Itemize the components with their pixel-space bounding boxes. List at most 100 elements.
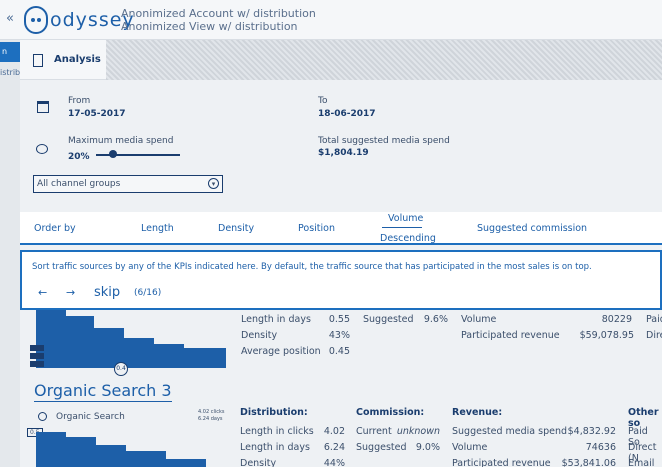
part-revenue-label: Participated revenue bbox=[452, 458, 551, 467]
logo-text: odyssey bbox=[50, 9, 135, 31]
collapse-sidebar-button[interactable]: « bbox=[6, 11, 14, 26]
obscured-area bbox=[106, 40, 662, 80]
length-days-label: Length in days bbox=[241, 314, 311, 325]
total-spend-label: Total suggested media spend bbox=[318, 136, 450, 146]
sugg-spend-value: $4,832.92 bbox=[567, 426, 616, 437]
density-value: 43% bbox=[328, 330, 350, 341]
tour-step-counter: (6/16) bbox=[134, 288, 162, 298]
chart-bar bbox=[66, 316, 94, 368]
density-label-2: Density bbox=[240, 458, 277, 467]
length-clicks-value: 4.02 bbox=[323, 426, 345, 437]
chart-bar bbox=[96, 445, 126, 467]
to-label: To bbox=[318, 96, 328, 106]
chart-bar bbox=[94, 328, 124, 368]
commission-heading: Commission: bbox=[356, 407, 425, 418]
to-date[interactable]: 18-06-2017 bbox=[318, 109, 376, 119]
order-length[interactable]: Length bbox=[141, 223, 174, 234]
other-source-2: Dire bbox=[646, 330, 662, 341]
logo: odyssey bbox=[24, 4, 135, 36]
meta-clicks: 4.02 clicks bbox=[198, 409, 225, 415]
document-icon bbox=[33, 54, 43, 67]
suggested-label: Suggested bbox=[363, 314, 414, 325]
other-item-2: Direct (N bbox=[628, 442, 657, 464]
chart-bar bbox=[154, 344, 184, 368]
meta-days: 6.24 days bbox=[198, 416, 223, 422]
order-direction[interactable]: Descending bbox=[380, 233, 436, 244]
top-bar: « odyssey Anonimized Account w/ distribu… bbox=[0, 0, 662, 40]
order-suggested-commission[interactable]: Suggested commission bbox=[477, 223, 588, 234]
volume-value: 80229 bbox=[601, 314, 632, 325]
chart-bar bbox=[184, 348, 226, 368]
account-name: Anonimized Account w/ distribution bbox=[121, 7, 316, 20]
sidebar-item-active[interactable]: n bbox=[0, 42, 20, 62]
from-label: From bbox=[68, 96, 91, 106]
chart-bar bbox=[126, 451, 166, 467]
suggested-value-2: 9.0% bbox=[415, 442, 440, 453]
suggested-value: 9.6% bbox=[423, 314, 448, 325]
volume-label: Volume bbox=[461, 314, 497, 325]
chart-legend bbox=[30, 345, 44, 369]
max-spend-value: 20% bbox=[68, 152, 90, 162]
source-label: Organic Search bbox=[56, 412, 125, 422]
order-density[interactable]: Density bbox=[218, 223, 255, 234]
chart-bar bbox=[124, 338, 154, 368]
length-days-value: 0.55 bbox=[328, 314, 350, 325]
other-source-1: Paid bbox=[646, 314, 662, 325]
chevron-down-icon: ▾ bbox=[208, 178, 219, 189]
tour-tooltip: Sort traffic sources by any of the KPIs … bbox=[20, 250, 662, 310]
order-position[interactable]: Position bbox=[298, 223, 335, 234]
length-days-label-2: Length in days bbox=[240, 442, 310, 453]
distribution-chart bbox=[36, 300, 226, 368]
order-by-bar bbox=[20, 212, 662, 245]
order-by-label: Order by bbox=[34, 223, 76, 234]
channel-group-select[interactable]: All channel groups ▾ bbox=[33, 175, 223, 193]
total-spend-value: $1,804.19 bbox=[318, 148, 369, 158]
tab-analysis[interactable]: Analysis bbox=[20, 40, 106, 80]
distribution-heading: Distribution: bbox=[240, 407, 308, 418]
other-item-1: Paid So bbox=[628, 426, 648, 448]
max-spend-slider-handle[interactable] bbox=[108, 150, 117, 158]
length-days-value-2: 6.24 bbox=[323, 442, 345, 453]
max-spend-slider[interactable] bbox=[96, 154, 180, 156]
chart-marker: 0.4 bbox=[114, 362, 128, 376]
chart-bar bbox=[166, 459, 206, 467]
current-value: unknown bbox=[396, 426, 440, 437]
logo-icon bbox=[24, 6, 48, 34]
volume-value-2: 74636 bbox=[585, 442, 616, 453]
search-icon bbox=[38, 412, 47, 421]
length-clicks-label: Length in clicks bbox=[240, 426, 314, 437]
tour-skip-button[interactable]: skip bbox=[94, 285, 121, 300]
density-label: Density bbox=[241, 330, 278, 341]
suggested-label-2: Suggested bbox=[356, 442, 407, 453]
revenue-heading: Revenue: bbox=[452, 407, 503, 418]
account-selector[interactable]: Anonimized Account w/ distribution Anoni… bbox=[121, 7, 316, 33]
avg-position-label: Average position bbox=[241, 346, 321, 357]
tour-text: Sort traffic sources by any of the KPIs … bbox=[32, 262, 592, 272]
calendar-icon bbox=[37, 101, 49, 113]
density-value-2: 44% bbox=[323, 458, 345, 467]
view-name: Anonimized View w/ distribution bbox=[121, 20, 298, 33]
tab-label: Analysis bbox=[54, 54, 101, 65]
max-spend-label: Maximum media spend bbox=[68, 136, 174, 146]
section-title[interactable]: Organic Search 3 bbox=[34, 381, 172, 402]
revenue-label: Participated revenue bbox=[461, 330, 560, 341]
sidebar bbox=[0, 40, 20, 467]
avg-position-value: 0.45 bbox=[328, 346, 350, 357]
chart-bar bbox=[66, 437, 96, 467]
channel-group-value: All channel groups bbox=[37, 179, 121, 189]
current-label: Current bbox=[356, 426, 392, 437]
volume-label-2: Volume bbox=[452, 442, 488, 453]
tour-prev-button[interactable]: ← bbox=[38, 286, 48, 299]
other-item-3: Email S bbox=[628, 458, 655, 467]
tour-next-button[interactable]: → bbox=[66, 286, 76, 299]
from-date[interactable]: 17-05-2017 bbox=[68, 109, 126, 119]
distribution-chart-2 bbox=[36, 432, 206, 467]
part-revenue-value: $53,841.06 bbox=[561, 458, 616, 467]
order-volume-active[interactable]: Volume bbox=[388, 213, 424, 224]
chart-bar bbox=[36, 432, 66, 467]
other-heading: Other so bbox=[628, 407, 659, 429]
sugg-spend-label: Suggested media spend bbox=[452, 426, 568, 437]
piggy-bank-icon bbox=[36, 144, 48, 154]
active-underline bbox=[382, 227, 422, 228]
